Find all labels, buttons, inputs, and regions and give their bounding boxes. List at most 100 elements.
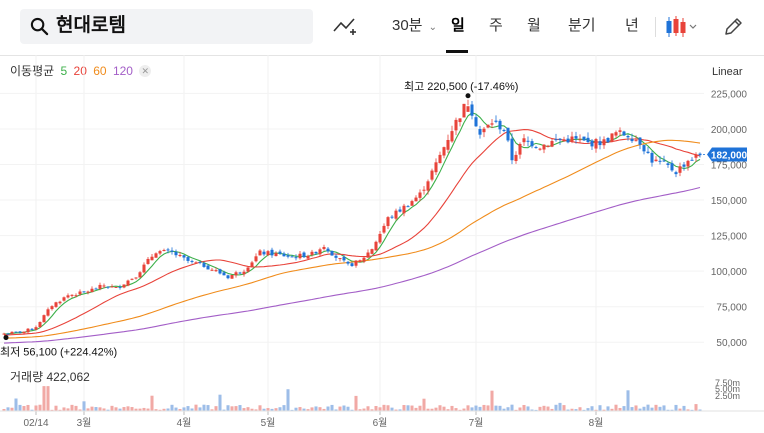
- volume-label: 거래량 422,062: [10, 370, 90, 384]
- candle-body: [334, 255, 338, 258]
- volume-bar: [490, 390, 494, 411]
- candle-body: [90, 288, 94, 293]
- candle-body: [6, 333, 10, 335]
- volume-bar: [458, 409, 462, 411]
- volume-bar: [22, 406, 26, 411]
- candle-body: [234, 272, 238, 276]
- volume-bar: [462, 408, 466, 411]
- candle-body: [254, 256, 258, 262]
- volume-bar: [122, 407, 126, 411]
- volume-bar: [430, 408, 434, 411]
- toolbar: 현대로템 30분 ⌄ 일 주 월 분기 년: [0, 0, 764, 56]
- scale-mode-button[interactable]: Linear: [712, 66, 743, 78]
- volume-bar: [450, 405, 454, 411]
- candle-body: [694, 154, 698, 158]
- candle-body: [170, 250, 174, 252]
- interval-dropdown[interactable]: 30분 ⌄: [392, 15, 437, 39]
- candle-body: [678, 166, 682, 173]
- volume-bar: [6, 407, 10, 411]
- candle-body: [2, 333, 6, 335]
- volume-bar: [418, 405, 422, 411]
- search-icon: [30, 17, 49, 36]
- candle-body: [398, 209, 402, 212]
- volume-bar: [246, 407, 250, 411]
- volume-bar: [222, 409, 226, 411]
- candlestick-type-icon[interactable]: [664, 15, 700, 39]
- scale-mode-label: Linear: [712, 66, 743, 78]
- active-tab-indicator: [446, 50, 468, 53]
- candle-body: [454, 119, 458, 131]
- period-tab-1[interactable]: 주: [489, 17, 503, 34]
- candle-body: [562, 139, 566, 142]
- period-tab-2[interactable]: 월: [527, 17, 541, 34]
- ma-60-line: [3, 139, 701, 339]
- candle-body: [506, 127, 510, 141]
- candle-body: [690, 159, 694, 161]
- candle-body: [150, 256, 154, 261]
- candle-body: [314, 251, 318, 254]
- candle-body: [210, 269, 214, 271]
- candle-body: [390, 216, 394, 218]
- candle-body: [658, 160, 662, 162]
- candle-body: [490, 123, 494, 125]
- candle-body: [370, 249, 374, 254]
- close-icon[interactable]: ✕: [139, 65, 152, 77]
- candle-body: [474, 117, 478, 127]
- volume-bar: [234, 406, 238, 411]
- volume-bar: [550, 408, 554, 411]
- period-tab-0[interactable]: 일: [451, 17, 465, 34]
- volume-bar: [150, 395, 154, 411]
- candle-body: [542, 144, 546, 150]
- candle-body: [450, 131, 454, 142]
- volume-bar: [618, 407, 622, 411]
- volume-bar: [654, 404, 658, 411]
- volume-bar: [218, 394, 222, 411]
- volume-bar: [270, 408, 274, 411]
- candle-body: [402, 205, 406, 214]
- candle-body: [482, 128, 486, 133]
- add-indicator-icon[interactable]: [332, 16, 358, 38]
- candle-body: [266, 251, 270, 256]
- candle-body: [378, 233, 382, 243]
- volume-bar: [570, 408, 574, 411]
- candle-body: [318, 249, 322, 255]
- candle-body: [14, 331, 18, 333]
- volume-bar: [158, 409, 162, 411]
- candle-body: [106, 286, 110, 288]
- x-axis-label: 6월: [373, 417, 388, 429]
- candle-body: [590, 140, 594, 147]
- candle-body: [270, 249, 274, 256]
- volume-bar: [346, 406, 350, 411]
- candle-body: [126, 280, 130, 286]
- candle-body: [278, 251, 282, 254]
- period-tab-4[interactable]: 년: [625, 17, 639, 34]
- candle-body: [498, 120, 502, 130]
- volume-bar: [334, 409, 338, 411]
- volume-bar: [310, 407, 314, 411]
- period-tab-3[interactable]: 분기: [568, 17, 596, 34]
- candle-body: [142, 264, 146, 273]
- candle-body: [630, 138, 634, 142]
- volume-bar: [650, 407, 654, 411]
- candle-body: [514, 154, 518, 162]
- candle-body: [46, 309, 50, 316]
- candle-body: [610, 133, 614, 142]
- candle-body: [214, 270, 218, 272]
- candle-body: [154, 253, 158, 258]
- volume-bar: [438, 405, 442, 411]
- volume-bar: [530, 409, 534, 411]
- candle-body: [114, 286, 118, 288]
- candle-body: [158, 251, 162, 254]
- volume-bar: [598, 405, 602, 411]
- ma-legend-label: 이동평균: [10, 64, 55, 78]
- candle-body: [478, 129, 482, 135]
- volume-bar: [78, 409, 82, 411]
- draw-pencil-icon[interactable]: [723, 17, 743, 37]
- y-tick-label: 175,000: [711, 160, 748, 171]
- stock-search-box[interactable]: 현대로템: [20, 9, 313, 44]
- ma-120-value: 120: [112, 64, 133, 78]
- candle-body: [50, 306, 54, 310]
- candle-body: [54, 302, 58, 307]
- volume-bar: [10, 407, 14, 411]
- volume-bar: [230, 406, 234, 411]
